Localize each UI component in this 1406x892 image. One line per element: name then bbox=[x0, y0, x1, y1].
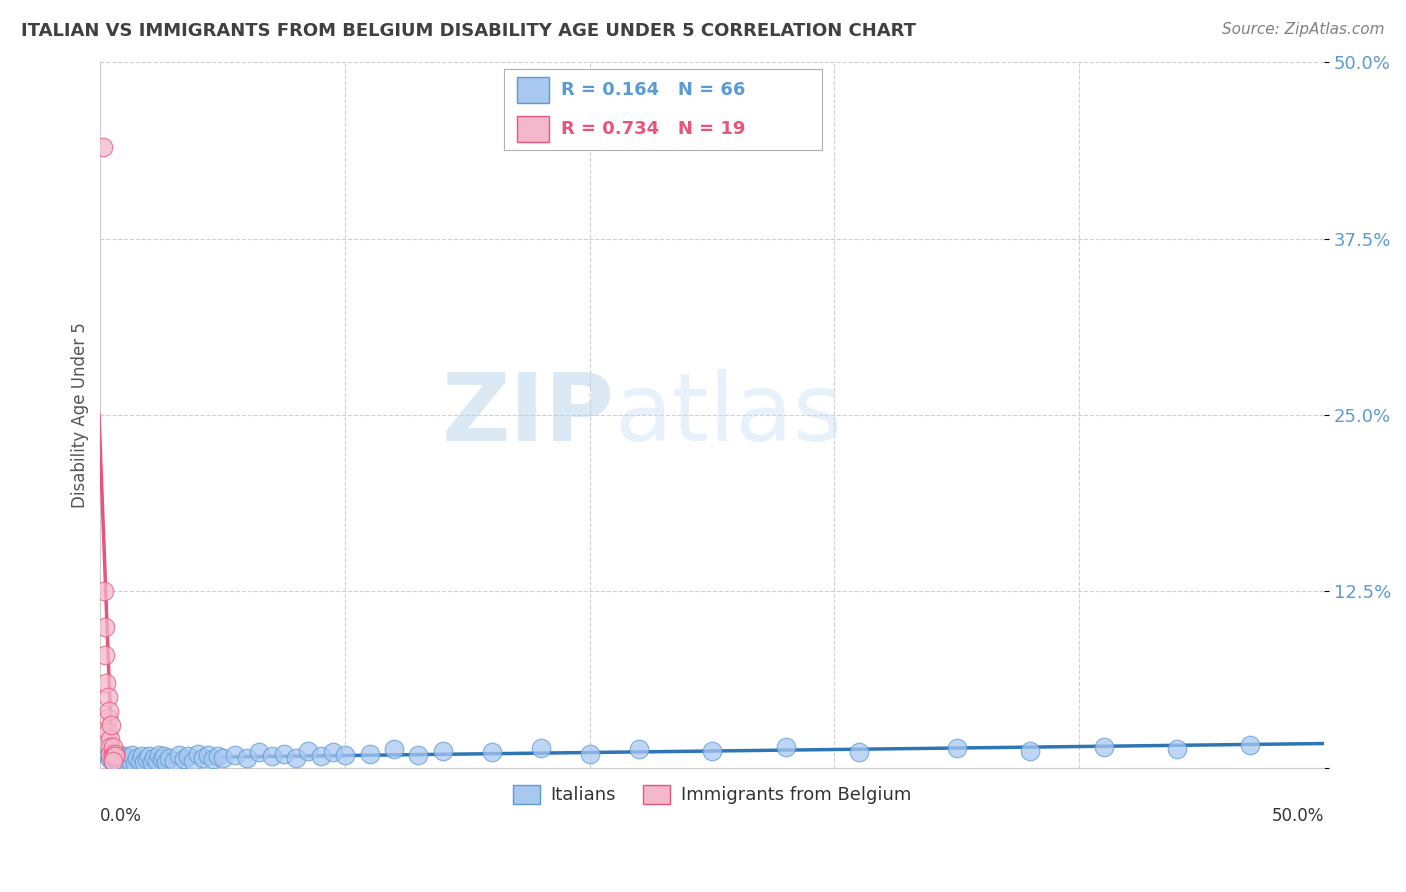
Point bbox=[285, 751, 308, 765]
Legend: Italians, Immigrants from Belgium: Italians, Immigrants from Belgium bbox=[506, 778, 918, 812]
Point bbox=[98, 747, 121, 761]
Point bbox=[163, 754, 186, 768]
Point bbox=[104, 749, 127, 764]
Point bbox=[114, 755, 136, 769]
Point bbox=[124, 756, 146, 771]
Point bbox=[211, 751, 233, 765]
Point bbox=[382, 742, 405, 756]
Point bbox=[359, 747, 381, 761]
Point bbox=[117, 751, 139, 765]
Point bbox=[309, 749, 332, 764]
Point bbox=[155, 755, 177, 769]
Point bbox=[96, 676, 118, 690]
Point bbox=[100, 718, 122, 732]
Point bbox=[107, 754, 129, 768]
Point bbox=[97, 704, 120, 718]
Point bbox=[273, 747, 295, 761]
Text: Source: ZipAtlas.com: Source: ZipAtlas.com bbox=[1222, 22, 1385, 37]
Point bbox=[197, 747, 219, 762]
Point bbox=[94, 619, 117, 633]
Point bbox=[101, 739, 124, 754]
Point bbox=[135, 752, 157, 766]
Point bbox=[183, 754, 205, 768]
Point bbox=[775, 739, 797, 754]
Point bbox=[101, 754, 124, 768]
Point bbox=[97, 749, 120, 764]
Point bbox=[530, 741, 553, 756]
Point bbox=[97, 725, 120, 739]
Point bbox=[125, 751, 148, 765]
Point bbox=[408, 747, 430, 762]
Point bbox=[97, 690, 120, 705]
Point bbox=[145, 754, 167, 768]
Point bbox=[141, 755, 163, 769]
Point bbox=[167, 747, 190, 762]
Text: 50.0%: 50.0% bbox=[1271, 806, 1324, 824]
Point bbox=[322, 745, 344, 759]
Point bbox=[121, 747, 143, 762]
Point bbox=[236, 751, 259, 765]
Point bbox=[173, 752, 195, 766]
Point bbox=[1092, 739, 1115, 754]
Point bbox=[1166, 742, 1188, 756]
Point bbox=[260, 749, 283, 764]
Point bbox=[101, 747, 124, 761]
Point bbox=[98, 752, 121, 766]
Point bbox=[91, 140, 114, 154]
Point bbox=[224, 747, 246, 762]
Point bbox=[249, 745, 271, 759]
Point bbox=[114, 749, 136, 764]
Point bbox=[177, 749, 200, 764]
Point bbox=[104, 751, 127, 765]
Point bbox=[111, 752, 134, 766]
Point bbox=[848, 745, 870, 759]
Point bbox=[432, 744, 454, 758]
Point bbox=[700, 744, 723, 758]
Point bbox=[578, 747, 600, 761]
Point bbox=[98, 732, 121, 747]
Y-axis label: Disability Age Under 5: Disability Age Under 5 bbox=[72, 322, 89, 508]
Text: 0.0%: 0.0% bbox=[100, 806, 142, 824]
Point bbox=[627, 742, 650, 756]
Point bbox=[131, 749, 153, 764]
Point bbox=[481, 745, 503, 759]
Point bbox=[1019, 744, 1042, 758]
Point bbox=[187, 747, 209, 761]
Point bbox=[101, 755, 124, 769]
Point bbox=[93, 584, 115, 599]
Point bbox=[104, 747, 127, 761]
Point bbox=[108, 756, 131, 771]
Point bbox=[118, 754, 141, 768]
Point bbox=[134, 755, 156, 769]
Point bbox=[101, 747, 124, 761]
Point bbox=[297, 744, 319, 758]
Text: atlas: atlas bbox=[614, 369, 842, 461]
Point bbox=[108, 747, 131, 762]
Point bbox=[207, 749, 229, 764]
Point bbox=[128, 754, 150, 768]
Point bbox=[97, 711, 120, 725]
Point bbox=[946, 741, 969, 756]
Point bbox=[157, 751, 180, 765]
Text: ITALIAN VS IMMIGRANTS FROM BELGIUM DISABILITY AGE UNDER 5 CORRELATION CHART: ITALIAN VS IMMIGRANTS FROM BELGIUM DISAB… bbox=[21, 22, 917, 40]
Point bbox=[143, 751, 166, 765]
Point bbox=[153, 749, 176, 764]
Point bbox=[333, 747, 356, 762]
Point bbox=[94, 648, 117, 662]
Point bbox=[101, 749, 124, 764]
Point bbox=[191, 751, 214, 765]
Text: ZIP: ZIP bbox=[441, 369, 614, 461]
Point bbox=[1239, 738, 1261, 752]
Point bbox=[148, 747, 170, 762]
Point bbox=[138, 749, 160, 764]
Point bbox=[201, 752, 224, 766]
Point bbox=[98, 739, 121, 754]
Point bbox=[150, 752, 173, 766]
